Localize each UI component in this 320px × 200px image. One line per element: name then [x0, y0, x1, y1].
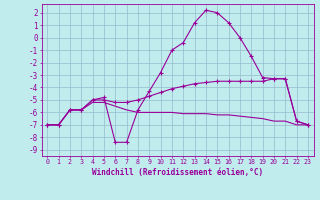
- X-axis label: Windchill (Refroidissement éolien,°C): Windchill (Refroidissement éolien,°C): [92, 168, 263, 177]
